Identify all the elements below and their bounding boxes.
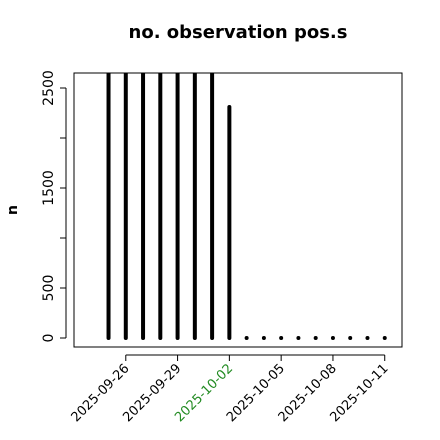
plot-area [106, 73, 387, 340]
y-tick-label: 2500 [41, 70, 57, 106]
y-tick-label: 0 [41, 334, 57, 343]
y-tick-label: 500 [41, 275, 57, 302]
y-axis-label: n [5, 205, 21, 215]
chart-title: no. observation pos.s [129, 22, 348, 43]
plot-frame [73, 72, 403, 348]
y-tick-label: 1500 [41, 170, 57, 206]
